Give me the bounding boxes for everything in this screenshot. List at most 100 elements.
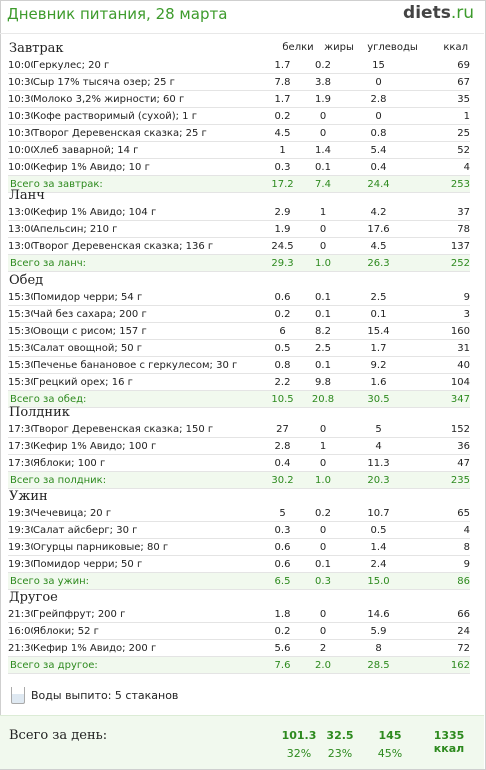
item-protein: 0.2 xyxy=(262,305,303,323)
day-percent-protein: 32% xyxy=(286,747,312,760)
meal-total-row: Всего за ужин: 6.5 0.3 15.0 86 xyxy=(8,572,470,590)
item-kcal: 1 xyxy=(414,107,470,125)
food-row[interactable]: 19:30Чечевица; 20 г50.210.765 xyxy=(8,505,470,522)
total-kcal: 252 xyxy=(414,254,470,272)
item-carbs: 10.7 xyxy=(343,505,414,522)
diets-logo[interactable]: diets.ru xyxy=(403,3,474,23)
item-time: 17:30 xyxy=(8,437,33,455)
item-name: Хлеб заварной; 14 г xyxy=(33,141,262,159)
total-carbs: 26.3 xyxy=(343,254,414,272)
total-carbs: 24.4 xyxy=(343,175,414,193)
item-fat: 1.4 xyxy=(303,141,343,159)
food-row[interactable]: 15:30Салат овощной; 50 г0.52.51.731 xyxy=(8,339,470,357)
item-name: Чай без сахара; 200 г xyxy=(33,305,262,323)
item-fat: 0.1 xyxy=(303,289,343,306)
item-carbs: 9.2 xyxy=(343,356,414,374)
food-row[interactable]: 10:00Кефир 1% Авидо; 10 г0.30.10.44 xyxy=(8,158,470,176)
item-kcal: 66 xyxy=(414,606,470,623)
food-row[interactable]: 19:30Помидор черри; 50 г0.60.12.49 xyxy=(8,555,470,573)
food-row[interactable]: 16:00Яблоки; 52 г0.205.924 xyxy=(8,622,470,640)
item-carbs: 0.4 xyxy=(343,158,414,176)
item-kcal: 72 xyxy=(414,639,470,657)
meal-title: Ланч xyxy=(9,188,45,203)
meal-total-label: Всего за ужин: xyxy=(8,572,262,590)
food-row[interactable]: 19:30Огурцы парниковые; 80 г0.601.48 xyxy=(8,538,470,556)
item-kcal: 65 xyxy=(414,505,470,522)
total-protein: 29.3 xyxy=(262,254,303,272)
item-fat: 0.1 xyxy=(303,555,343,573)
item-fat: 0 xyxy=(303,521,343,539)
item-name: Творог Деревенская сказка; 25 г xyxy=(33,124,262,142)
meal-table: 13:00Кефир 1% Авидо; 104 г2.914.23713:00… xyxy=(8,204,470,272)
item-name: Кофе растворимый (сухой); 1 г xyxy=(33,107,262,125)
item-name: Сыр 17% тысяча озер; 25 г xyxy=(33,73,262,91)
header-divider xyxy=(0,33,484,34)
item-protein: 2.8 xyxy=(262,437,303,455)
item-time: 13:00 xyxy=(8,204,33,221)
item-carbs: 0.5 xyxy=(343,521,414,539)
item-fat: 2.5 xyxy=(303,339,343,357)
total-protein: 17.2 xyxy=(262,175,303,193)
item-name: Кефир 1% Авидо; 10 г xyxy=(33,158,262,176)
column-header-fat: жиры xyxy=(324,42,354,53)
item-kcal: 78 xyxy=(414,220,470,238)
item-name: Помидор черри; 50 г xyxy=(33,555,262,573)
item-protein: 1.7 xyxy=(262,90,303,108)
item-name: Чечевица; 20 г xyxy=(33,505,262,522)
meal-title: Другое xyxy=(9,590,58,605)
total-kcal: 235 xyxy=(414,471,470,489)
item-time: 10:30 xyxy=(8,73,33,91)
food-row[interactable]: 17:30Творог Деревенская сказка; 150 г270… xyxy=(8,421,470,438)
food-row[interactable]: 15:30Чай без сахара; 200 г0.20.10.13 xyxy=(8,305,470,323)
item-name: Салат овощной; 50 г xyxy=(33,339,262,357)
item-protein: 0.6 xyxy=(262,555,303,573)
food-row[interactable]: 15:30Печенье банановое с геркулесом; 30 … xyxy=(8,356,470,374)
food-row[interactable]: 10:30Молоко 3,2% жирности; 60 г1.71.92.8… xyxy=(8,90,470,108)
meal-total-label: Всего за ланч: xyxy=(8,254,262,272)
item-protein: 1 xyxy=(262,141,303,159)
item-carbs: 4.5 xyxy=(343,237,414,255)
item-name: Грецкий орех; 16 г xyxy=(33,373,262,391)
item-name: Яблоки; 100 г xyxy=(33,454,262,472)
item-name: Кефир 1% Авидо; 100 г xyxy=(33,437,262,455)
item-fat: 3.8 xyxy=(303,73,343,91)
item-fat: 0 xyxy=(303,237,343,255)
food-row[interactable]: 15:30Помидор черри; 54 г0.60.12.59 xyxy=(8,289,470,306)
water-text: Воды выпито: 5 стаканов xyxy=(31,689,178,702)
logo-tld-text: .ru xyxy=(450,3,474,23)
item-time: 10:00 xyxy=(8,141,33,159)
item-protein: 27 xyxy=(262,421,303,438)
item-carbs: 11.3 xyxy=(343,454,414,472)
item-carbs: 1.7 xyxy=(343,339,414,357)
total-kcal: 162 xyxy=(414,656,470,674)
meal-total-label: Всего за завтрак: xyxy=(8,175,262,193)
item-protein: 1.8 xyxy=(262,606,303,623)
item-time: 10:30 xyxy=(8,107,33,125)
item-kcal: 9 xyxy=(414,289,470,306)
item-carbs: 5.4 xyxy=(343,141,414,159)
food-row[interactable]: 10:00Хлеб заварной; 14 г11.45.452 xyxy=(8,141,470,159)
total-kcal: 253 xyxy=(414,175,470,193)
food-row[interactable]: 10:30Творог Деревенская сказка; 25 г4.50… xyxy=(8,124,470,142)
food-row[interactable]: 13:00Кефир 1% Авидо; 104 г2.914.237 xyxy=(8,204,470,221)
item-time: 10:00 xyxy=(8,158,33,176)
item-time: 15:30 xyxy=(8,339,33,357)
item-fat: 1 xyxy=(303,204,343,221)
meal-total-label: Всего за другое: xyxy=(8,656,262,674)
food-row[interactable]: 13:00Творог Деревенская сказка; 136 г24.… xyxy=(8,237,470,255)
item-protein: 0.4 xyxy=(262,454,303,472)
item-fat: 0 xyxy=(303,606,343,623)
item-time: 15:30 xyxy=(8,305,33,323)
food-row[interactable]: 19:30Салат айсберг; 30 г0.300.54 xyxy=(8,521,470,539)
